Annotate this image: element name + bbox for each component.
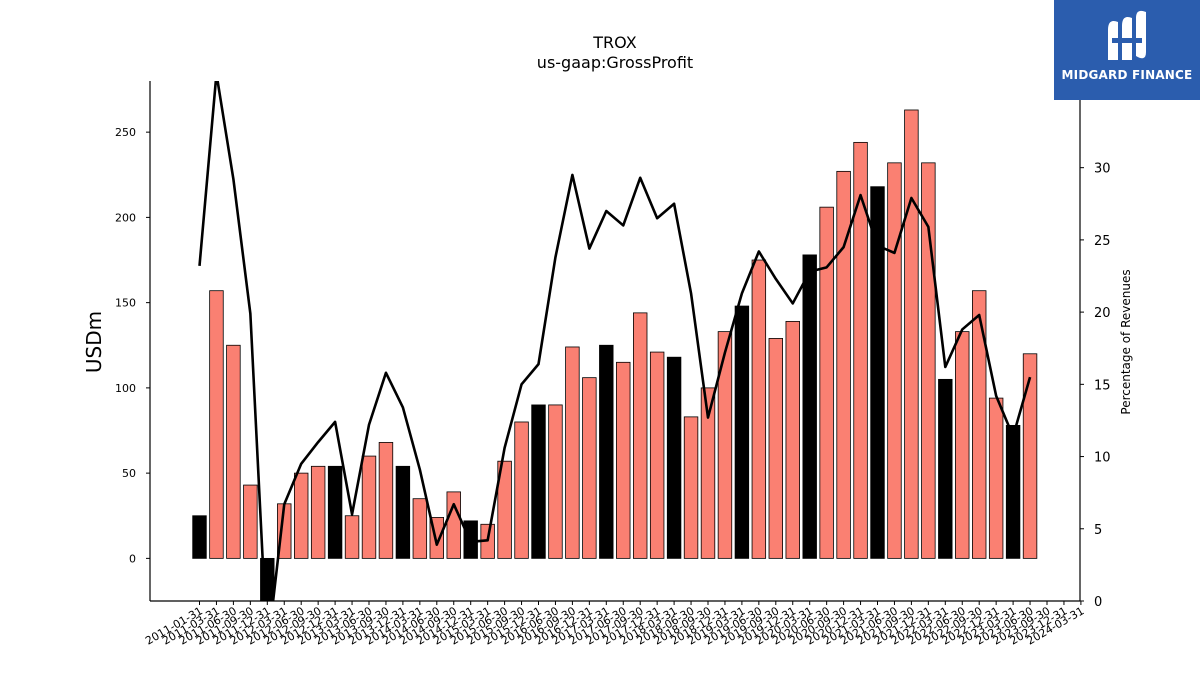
bar-2020-09-30 <box>836 170 851 559</box>
bar-2011-09-30 <box>243 484 258 559</box>
y2-tick-label: 5 <box>1094 523 1102 538</box>
bar-2021-03-31 <box>870 186 885 559</box>
percentage-line-series <box>198 81 1032 601</box>
y-tick-label: 0 <box>129 552 136 565</box>
y-tick-label: 200 <box>115 211 136 224</box>
y2-tick-label: 20 <box>1094 306 1111 321</box>
logo-text: MIDGARD FINANCE <box>1061 68 1193 82</box>
bar-2013-03-31 <box>344 515 360 559</box>
bar-2011-06-30 <box>226 344 241 559</box>
y-tick-label: 100 <box>115 382 136 395</box>
bar-2014-03-31 <box>412 498 428 559</box>
bar-2020-03-31 <box>802 254 817 559</box>
bar-2018-06-30 <box>683 416 699 559</box>
bar-2013-12-31 <box>395 465 411 559</box>
y2-tick-label: 15 <box>1094 378 1111 393</box>
bar-2020-06-30 <box>819 206 834 559</box>
bar-2013-06-30 <box>361 455 377 559</box>
bar-2017-03-31 <box>599 344 614 559</box>
bar-2022-06-30 <box>955 331 970 559</box>
bar-2023-06-30 <box>1022 353 1038 559</box>
y2-tick-label: 0 <box>1094 595 1102 610</box>
bar-2015-09-30 <box>514 421 529 559</box>
bar-2014-09-30 <box>446 491 461 559</box>
y2-tick-label: 10 <box>1094 451 1111 466</box>
bar-2022-09-30 <box>972 290 987 559</box>
bar-2021-06-30 <box>887 162 902 559</box>
bar-2021-09-30 <box>904 109 919 559</box>
bar-2019-12-31 <box>785 320 800 559</box>
bar-2013-09-30 <box>378 442 394 559</box>
bar-2019-03-31 <box>734 305 750 559</box>
bar-2019-09-30 <box>768 338 784 559</box>
y-tick-label: 250 <box>115 126 136 139</box>
bar-2023-03-31 <box>1005 424 1021 559</box>
bar-2016-09-30 <box>565 346 580 559</box>
bar-2017-06-30 <box>616 361 631 559</box>
chart-title: TROX <box>592 33 636 52</box>
bar-2022-03-31 <box>938 378 953 559</box>
bar-2012-09-30 <box>310 465 326 559</box>
bar-2016-06-30 <box>548 404 563 559</box>
y-tick-label: 50 <box>122 467 136 480</box>
bar-2017-09-30 <box>633 312 648 559</box>
y2-axis-label: Percentage of Revenues <box>1119 269 1133 414</box>
bar-2015-12-31 <box>531 404 546 559</box>
bar-2022-12-31 <box>988 397 1004 559</box>
bar-2019-06-30 <box>751 259 767 559</box>
axes: 0501001502002500510152025302011-01-31201… <box>115 81 1111 648</box>
bar-2021-12-31 <box>921 162 936 559</box>
bar-2015-06-30 <box>497 460 512 559</box>
y2-tick-label: 30 <box>1094 162 1111 177</box>
y-axis-label: USDm <box>82 311 106 373</box>
bar-series <box>192 109 1038 601</box>
bar-2018-03-31 <box>666 356 682 559</box>
chart-subtitle: us-gaap:GrossProfit <box>537 53 693 72</box>
percentage-of-revenues-line <box>198 81 1032 601</box>
bar-2011-03-31 <box>209 290 224 559</box>
bar-2016-12-31 <box>582 377 597 559</box>
midgard-logo-icon <box>1108 10 1146 60</box>
bar-2018-09-30 <box>700 387 716 559</box>
bar-2012-06-30 <box>293 472 309 559</box>
y-tick-label: 150 <box>115 297 136 310</box>
bar-2011-01-31 <box>192 515 207 559</box>
bar-2018-12-31 <box>717 331 733 559</box>
bar-2020-12-31 <box>853 141 868 559</box>
midgard-finance-logo: MIDGARD FINANCE <box>1054 0 1200 100</box>
y2-tick-label: 25 <box>1094 234 1111 249</box>
bar-2017-12-31 <box>649 351 665 559</box>
bar-2012-12-31 <box>327 465 343 559</box>
